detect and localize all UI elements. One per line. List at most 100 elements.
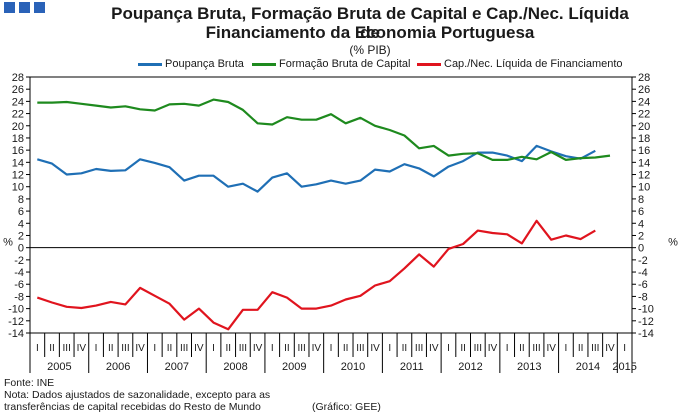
y-tick-label-right: -12 <box>638 316 654 328</box>
y-tick-label-left: 0 <box>18 243 24 255</box>
legend-item-cap: Cap./Nec. Líquida de Financiamento <box>417 58 623 70</box>
x-quarter-label: III <box>474 343 482 354</box>
y-tick-label-right: 26 <box>638 84 650 96</box>
x-quarter-label: IV <box>547 343 557 354</box>
logo-square <box>19 2 30 13</box>
y-tick-label-left: 16 <box>12 145 24 157</box>
y-tick-label-right: -10 <box>638 304 654 316</box>
y-tick-label-left: 26 <box>12 84 24 96</box>
y-tick-label-left: -12 <box>8 316 24 328</box>
x-year-label: 2013 <box>517 361 541 373</box>
y-axis-label-right: % <box>668 237 678 249</box>
chart-title-line-1: Poupança Bruta, Formação Bruta de Capita… <box>111 4 629 42</box>
y-tick-label-right: 12 <box>638 170 650 182</box>
legend-swatch-poupanca <box>138 62 162 66</box>
x-quarter-label: IV <box>312 343 322 354</box>
y-tick-label-left: -6 <box>14 279 24 291</box>
footnote-source: Fonte: INE <box>4 377 55 389</box>
y-tick-label-left: 4 <box>18 218 24 230</box>
x-quarter-label: II <box>343 343 349 354</box>
x-quarter-label: III <box>356 343 364 354</box>
x-year-label: 2015 <box>612 361 636 373</box>
x-quarter-label: I <box>36 343 39 354</box>
x-quarter-label: I <box>506 343 509 354</box>
x-quarter-label: IV <box>194 343 204 354</box>
legend-swatch-cap <box>417 62 441 66</box>
x-quarter-label: I <box>95 343 98 354</box>
y-tick-label-right: -8 <box>638 291 648 303</box>
x-quarter-label: III <box>415 343 423 354</box>
x-quarter-label: II <box>225 343 231 354</box>
y-tick-label-left: 8 <box>18 194 24 206</box>
x-quarter-label: IV <box>429 343 439 354</box>
x-year-label: 2009 <box>282 361 306 373</box>
x-year-label: 2008 <box>223 361 247 373</box>
legend-label-cap: Cap./Nec. Líquida de Financiamento <box>444 58 623 70</box>
x-year-label: 2012 <box>458 361 482 373</box>
series-line-poupanca <box>36 144 596 193</box>
y-tick-label-right: -6 <box>638 279 648 291</box>
chart-title-line-2: Financiamento da Economia Portuguesa <box>205 23 535 42</box>
plot-frame <box>29 76 633 334</box>
y-tick-label-left: -14 <box>8 328 24 340</box>
x-quarter-label: I <box>447 343 450 354</box>
y-tick-label-right: 10 <box>638 182 650 194</box>
x-quarter-label: II <box>108 343 114 354</box>
x-quarter-label: II <box>519 343 525 354</box>
footnote-note-line-1: Nota: Dados ajustados de sazonalidade, e… <box>4 389 271 401</box>
y-tick-label-right: -4 <box>638 267 648 279</box>
x-quarter-label: II <box>460 343 466 354</box>
y-tick-label-left: 10 <box>12 182 24 194</box>
y-tick-label-left: -2 <box>14 255 24 267</box>
y-tick-label-right: 2 <box>638 230 644 242</box>
x-quarter-label: II <box>402 343 408 354</box>
x-quarter-label: III <box>532 343 540 354</box>
y-tick-label-right: 6 <box>638 206 644 218</box>
x-year-label: 2007 <box>165 361 189 373</box>
y-tick-label-right: 28 <box>638 72 650 84</box>
y-tick-label-right: 24 <box>638 96 650 108</box>
x-year-label: 2011 <box>400 361 424 373</box>
x-quarter-label: II <box>284 343 290 354</box>
x-quarter-label: III <box>63 343 71 354</box>
x-quarter-label: I <box>623 343 626 354</box>
x-quarter-label: I <box>212 343 215 354</box>
y-tick-label-left: 14 <box>12 157 24 169</box>
x-quarter-label: IV <box>370 343 380 354</box>
x-quarter-label: IV <box>135 343 145 354</box>
y-tick-label-right: -14 <box>638 328 654 340</box>
y-tick-label-left: 2 <box>18 230 24 242</box>
y-tick-label-left: 18 <box>12 133 24 145</box>
footnote-note-line-2: transferências de capital recebidas do R… <box>4 401 261 413</box>
y-tick-label-left: 28 <box>12 72 24 84</box>
x-quarter-label: I <box>565 343 568 354</box>
x-quarter-label: III <box>591 343 599 354</box>
y-tick-label-right: 16 <box>638 145 650 157</box>
x-quarter-label: III <box>297 343 305 354</box>
x-quarter-label: II <box>578 343 584 354</box>
legend-item-poupanca: Poupança Bruta <box>138 58 244 70</box>
legend-label-fbc: Formação Bruta de Capital <box>279 58 411 70</box>
x-quarter-label: IV <box>488 343 498 354</box>
y-tick-label-right: 22 <box>638 109 650 121</box>
y-tick-label-left: 22 <box>12 109 24 121</box>
y-tick-label-right: 14 <box>638 157 650 169</box>
x-quarter-label: I <box>153 343 156 354</box>
y-tick-label-left: 6 <box>18 206 24 218</box>
x-quarter-label: II <box>49 343 55 354</box>
x-quarter-label: IV <box>605 343 615 354</box>
y-tick-label-right: 20 <box>638 121 650 133</box>
y-tick-label-right: 4 <box>638 218 644 230</box>
x-quarter-label: III <box>239 343 247 354</box>
x-year-label: 2006 <box>106 361 130 373</box>
x-quarter-label: IV <box>77 343 87 354</box>
y-tick-label-right: 0 <box>638 243 644 255</box>
y-tick-label-right: 18 <box>638 133 650 145</box>
legend-item-fbc: Formação Bruta de Capital <box>252 58 410 70</box>
x-quarter-label: IV <box>253 343 263 354</box>
y-tick-label-left: 20 <box>12 121 24 133</box>
logo-square <box>34 2 45 13</box>
x-quarter-label: I <box>271 343 274 354</box>
x-year-label: 2010 <box>341 361 365 373</box>
